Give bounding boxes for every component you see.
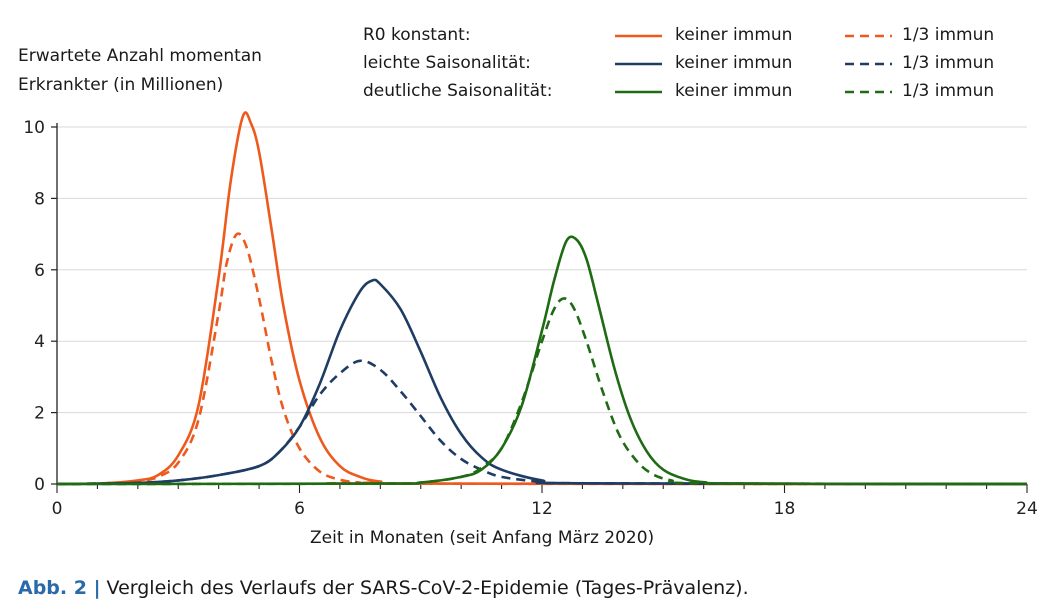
y-tick-label-6: 6 [34,261,45,281]
y-tick-label-4: 4 [34,332,45,352]
y-tick-label-0: 0 [34,475,45,495]
legend-lines [615,34,892,94]
figure-caption: Abb. 2 | Vergleich des Verlaufs der SARS… [18,577,749,599]
legend-dashed-label-2: 1/3 immun [902,53,995,73]
legend-dashed-label-1: 1/3 immun [902,25,995,45]
legend-row-label-3: deutliche Saisonalität: [363,81,553,101]
legend-row-label-2: leichte Saisonalität: [363,53,531,73]
legend-solid-label-1: keiner immun [675,25,793,45]
series-line-1 [56,111,1028,486]
series-line-5 [56,235,1028,486]
x-tick-label-12: 12 [531,499,553,519]
y-axis-label: Erwartete Anzahl momentan Erkrankter (in… [18,42,318,100]
x-axis-label: Zeit in Monaten (seit Anfang März 2020) [310,528,655,548]
legend-solid-label-3: keiner immun [675,81,793,101]
y-tick-label-2: 2 [34,404,45,424]
y-axis-label-line-1: Erwartete Anzahl momentan [18,46,262,66]
legend-solid-label-2: keiner immun [675,53,793,73]
legend-row-label-1: R0 konstant: [363,25,471,45]
x-tick-label-18: 18 [774,499,796,519]
series-line-6 [56,297,1028,486]
series-line-2 [56,232,1028,486]
x-tick-label-24: 24 [1016,499,1038,519]
x-tick-label-0: 0 [52,499,63,519]
caption-prefix: Abb. 2 | [18,577,101,599]
y-tick-label-8: 8 [34,189,45,209]
grid [57,126,1027,414]
legend-dashed-label-3: 1/3 immun [902,81,995,101]
caption-text: Vergleich des Verlaufs der SARS-CoV-2-Ep… [100,577,749,599]
y-tick-label-10: 10 [23,118,45,138]
series-layer [56,111,1028,486]
x-tick-label-6: 6 [294,499,305,519]
y-axis-label-line-2: Erkrankter (in Millionen) [18,75,224,95]
